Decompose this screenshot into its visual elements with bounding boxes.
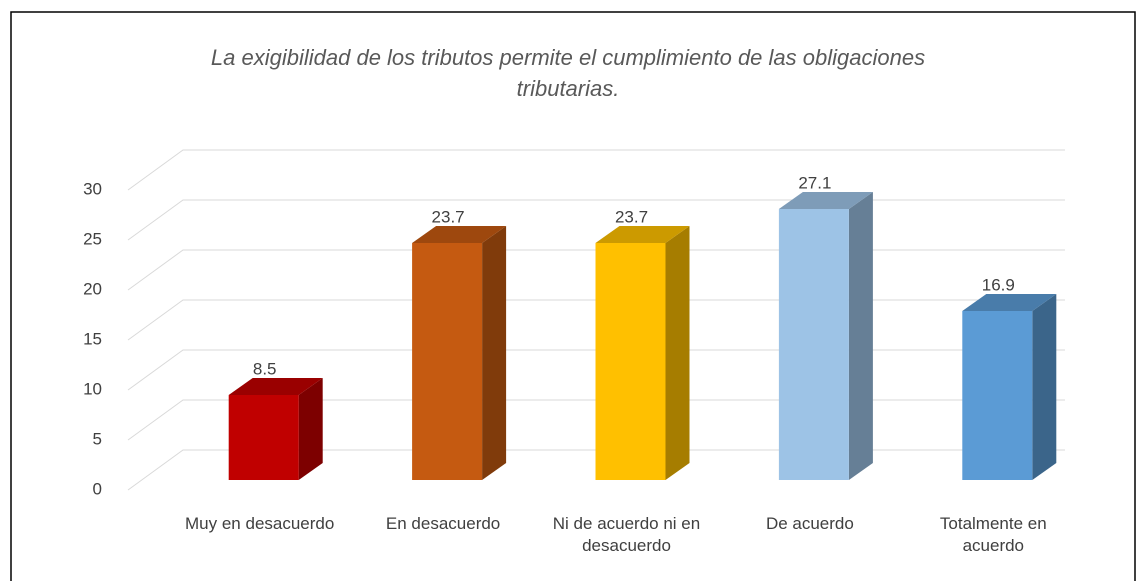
bar-top [778, 192, 873, 209]
bar [778, 209, 849, 480]
x-tick-label: Totalmente en acuerdo [939, 514, 1047, 555]
x-tick-label: Muy en desacuerdo [185, 514, 335, 533]
bar-side [848, 192, 873, 480]
value-label: 16.9 [982, 275, 1015, 294]
grid-line [127, 349, 1065, 391]
y-tick-label: 0 [93, 479, 102, 498]
value-label: 23.7 [432, 207, 465, 226]
bar-side [665, 226, 690, 480]
y-tick-label: 30 [83, 179, 102, 198]
grid-line [127, 199, 1065, 241]
grid-line [127, 399, 1065, 441]
grid-line [127, 299, 1065, 341]
y-tick-label: 10 [83, 379, 102, 398]
y-tick-label: 15 [83, 329, 102, 348]
y-tick-label: 25 [83, 229, 102, 248]
bar [412, 243, 483, 480]
bar-top [595, 226, 690, 243]
bar-top [228, 378, 323, 395]
bar-top [412, 226, 507, 243]
frame [10, 11, 1136, 581]
value-label: 23.7 [615, 207, 648, 226]
grid-line [127, 149, 1065, 191]
x-tick-label: En desacuerdo [385, 514, 501, 533]
value-label: 8.5 [253, 359, 277, 378]
grid-line [127, 249, 1065, 291]
value-label: 27.1 [798, 173, 831, 192]
bar-side [298, 378, 323, 480]
x-tick-label: De acuerdo [765, 514, 854, 533]
y-tick-label: 5 [93, 429, 102, 448]
x-tick-label: Ni de acuerdo ni en desacuerdo [552, 514, 701, 555]
bar [228, 395, 299, 480]
chart-title: La exigibilidad de los tributos permite … [210, 45, 926, 101]
bar-top [962, 294, 1057, 311]
bar-side [482, 226, 507, 480]
y-tick-label: 20 [83, 279, 102, 298]
bar [962, 311, 1033, 480]
bar-side [1032, 294, 1057, 480]
grid-line [127, 449, 1065, 491]
bar [595, 243, 666, 480]
